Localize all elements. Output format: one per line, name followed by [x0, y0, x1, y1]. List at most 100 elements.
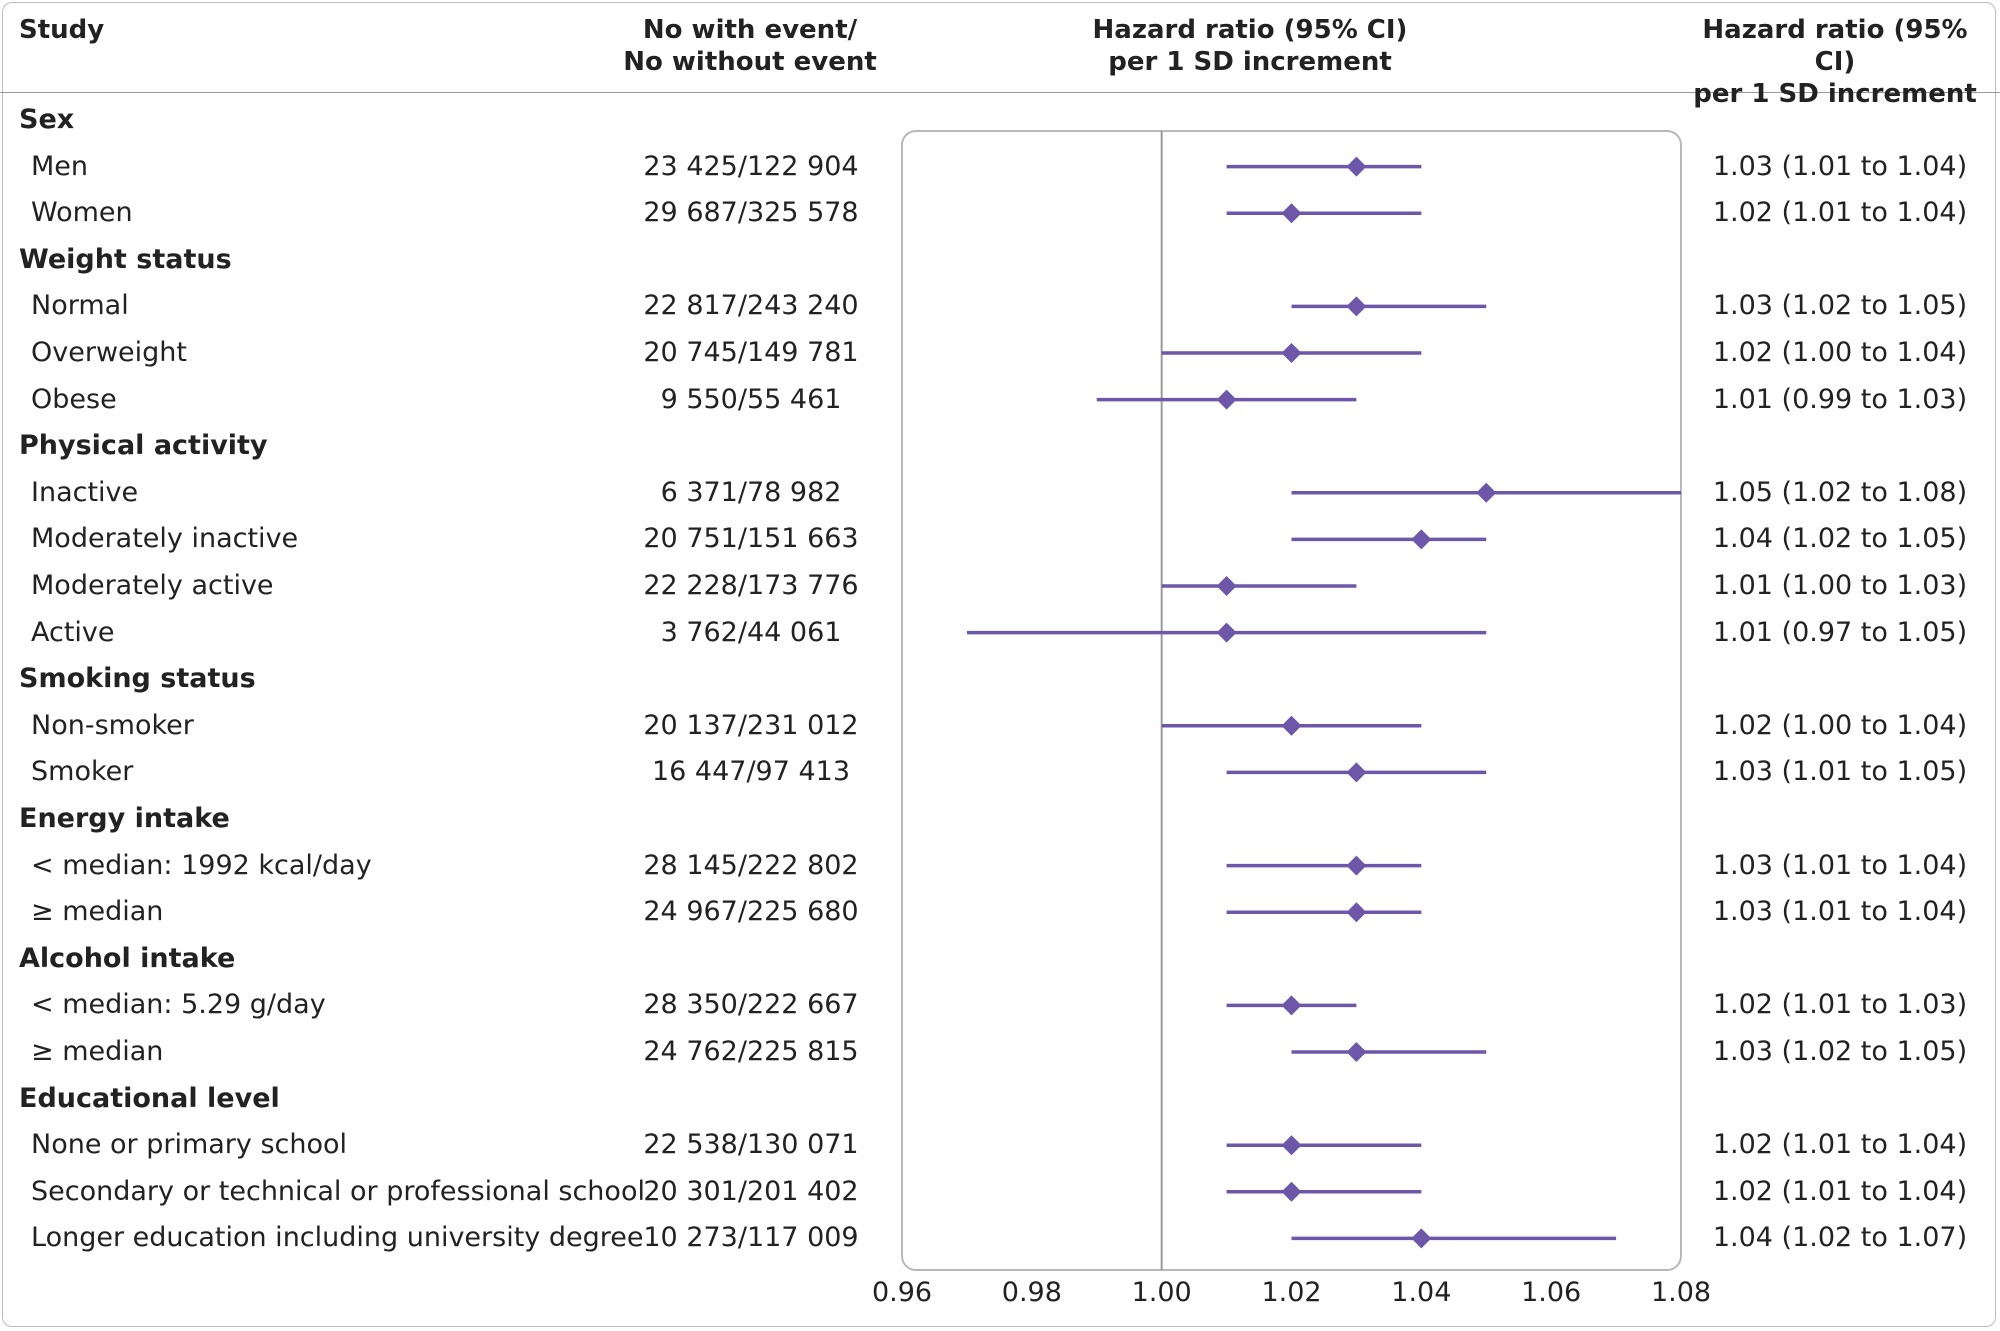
- x-tick-label: 0.96: [872, 1277, 932, 1308]
- hazard-ratio-text: 1.03 (1.01 to 1.04): [1712, 849, 1968, 881]
- header-hr-text-line1: Hazard ratio (95% CI): [1702, 15, 1968, 77]
- row-label: ≥ median: [31, 1036, 164, 1067]
- row-label: None or primary school: [31, 1129, 348, 1161]
- hr-marker: [1346, 1042, 1367, 1062]
- hr-marker: [1346, 855, 1367, 876]
- event-count: 22 538/130 071: [643, 1129, 859, 1161]
- row-label: Non-smoker: [31, 709, 194, 741]
- header-events: No with event/ No without event: [600, 14, 900, 78]
- event-count: 9 550/55 461: [660, 383, 842, 415]
- header-hr-text: Hazard ratio (95% CI) per 1 SD increment: [1680, 14, 1990, 110]
- row-label: Men: [31, 150, 89, 182]
- event-count: 28 350/222 667: [643, 989, 859, 1021]
- hr-marker: [1216, 576, 1237, 596]
- hazard-ratio-text: 1.05 (1.02 to 1.08): [1712, 476, 1968, 508]
- group-label: Educational level: [19, 1082, 280, 1114]
- hazard-ratio-text: 1.04 (1.02 to 1.07): [1712, 1222, 1968, 1254]
- hr-marker: [1411, 529, 1432, 550]
- hazard-ratio-text: 1.03 (1.02 to 1.05): [1712, 290, 1968, 322]
- header-events-line1: No with event/: [642, 15, 858, 45]
- table-header: Study No with event/ No without event Ha…: [0, 0, 2000, 109]
- hazard-ratio-text: 1.01 (1.00 to 1.03): [1712, 570, 1968, 601]
- event-count: 6 371/78 982: [660, 476, 842, 508]
- x-tick-label: 1.00: [1132, 1277, 1192, 1308]
- hr-marker: [1216, 389, 1237, 410]
- group-label: Alcohol intake: [19, 942, 236, 974]
- hr-marker: [1411, 1228, 1432, 1249]
- event-count: 24 967/225 680: [643, 896, 859, 928]
- row-label: < median: 5.29 g/day: [31, 989, 326, 1021]
- event-count: 28 145/222 802: [643, 849, 859, 881]
- row-label: Moderately active: [31, 570, 274, 601]
- event-count: 22 817/243 240: [643, 290, 859, 322]
- x-tick-label: 1.04: [1391, 1277, 1451, 1308]
- event-count: 20 745/149 781: [643, 337, 859, 368]
- header-hr-plot-line2: per 1 SD increment: [1108, 47, 1392, 77]
- group-label: Weight status: [19, 243, 232, 275]
- header-study-label: Study: [19, 15, 105, 45]
- event-count: 20 751/151 663: [643, 523, 859, 555]
- hazard-ratio-text: 1.03 (1.02 to 1.05): [1712, 1036, 1968, 1067]
- hazard-ratio-text: 1.03 (1.01 to 1.04): [1712, 896, 1968, 928]
- hazard-ratio-text: 1.03 (1.01 to 1.05): [1712, 756, 1968, 788]
- hazard-ratio-text: 1.02 (1.01 to 1.04): [1712, 197, 1968, 229]
- event-count: 10 273/117 009: [643, 1222, 859, 1254]
- hazard-ratio-text: 1.02 (1.00 to 1.04): [1712, 709, 1968, 741]
- hazard-ratio-text: 1.01 (0.99 to 1.03): [1712, 383, 1968, 415]
- event-count: 29 687/325 578: [643, 197, 859, 229]
- hr-marker: [1281, 203, 1302, 224]
- hr-marker: [1476, 482, 1497, 503]
- x-tick-label: 0.98: [1002, 1277, 1062, 1308]
- event-count: 3 762/44 061: [660, 616, 842, 648]
- plot-box: [901, 130, 1682, 1271]
- x-tick-label: 1.08: [1651, 1277, 1711, 1308]
- header-hr-plot: Hazard ratio (95% CI) per 1 SD increment: [1085, 14, 1415, 78]
- row-label: Obese: [31, 383, 117, 415]
- row-label: Normal: [31, 290, 129, 322]
- row-label: < median: 1992 kcal/day: [31, 849, 372, 881]
- hr-marker: [1346, 902, 1367, 923]
- row-label: Longer education including university de…: [31, 1222, 644, 1254]
- hazard-ratio-text: 1.01 (0.97 to 1.05): [1712, 616, 1968, 648]
- group-label: Energy intake: [19, 803, 230, 834]
- hr-marker: [1281, 343, 1302, 363]
- event-count: 22 228/173 776: [643, 570, 859, 601]
- x-tick-label: 1.02: [1261, 1277, 1321, 1308]
- event-count: 20 301/201 402: [643, 1175, 859, 1207]
- row-label: Active: [31, 616, 115, 648]
- hr-marker: [1346, 156, 1367, 177]
- header-hr-text-line2: per 1 SD increment: [1693, 79, 1977, 109]
- row-label: Moderately inactive: [31, 523, 299, 555]
- x-tick-label: 1.06: [1521, 1277, 1581, 1308]
- row-label: Secondary or technical or professional s…: [31, 1175, 645, 1207]
- event-count: 20 137/231 012: [643, 709, 859, 741]
- group-label: Physical activity: [19, 430, 268, 462]
- row-label: Inactive: [31, 476, 139, 508]
- event-count: 24 762/225 815: [643, 1036, 859, 1067]
- group-label: Smoking status: [19, 663, 256, 695]
- event-count: 16 447/97 413: [651, 756, 851, 788]
- hr-marker: [1281, 1181, 1302, 1202]
- hazard-ratio-text: 1.03 (1.01 to 1.04): [1712, 150, 1968, 182]
- hr-marker: [1281, 715, 1302, 736]
- header-study: Study: [19, 14, 104, 46]
- group-label: Sex: [19, 104, 75, 135]
- header-events-line2: No without event: [623, 47, 877, 77]
- hazard-ratio-text: 1.02 (1.00 to 1.04): [1712, 337, 1968, 368]
- hazard-ratio-text: 1.02 (1.01 to 1.03): [1712, 989, 1968, 1021]
- hr-marker: [1216, 622, 1237, 643]
- row-label: Overweight: [31, 337, 187, 368]
- row-label: ≥ median: [31, 896, 164, 928]
- row-label: Smoker: [31, 756, 134, 788]
- hazard-ratio-text: 1.04 (1.02 to 1.05): [1712, 523, 1968, 555]
- event-count: 23 425/122 904: [643, 150, 859, 182]
- hr-marker: [1346, 296, 1367, 317]
- hr-marker: [1281, 1135, 1302, 1156]
- header-hr-plot-line1: Hazard ratio (95% CI): [1092, 15, 1408, 45]
- hazard-ratio-text: 1.02 (1.01 to 1.04): [1712, 1129, 1968, 1161]
- row-label: Women: [31, 197, 133, 229]
- hr-marker: [1281, 995, 1302, 1016]
- hazard-ratio-text: 1.02 (1.01 to 1.04): [1712, 1175, 1968, 1207]
- hr-marker: [1346, 762, 1367, 783]
